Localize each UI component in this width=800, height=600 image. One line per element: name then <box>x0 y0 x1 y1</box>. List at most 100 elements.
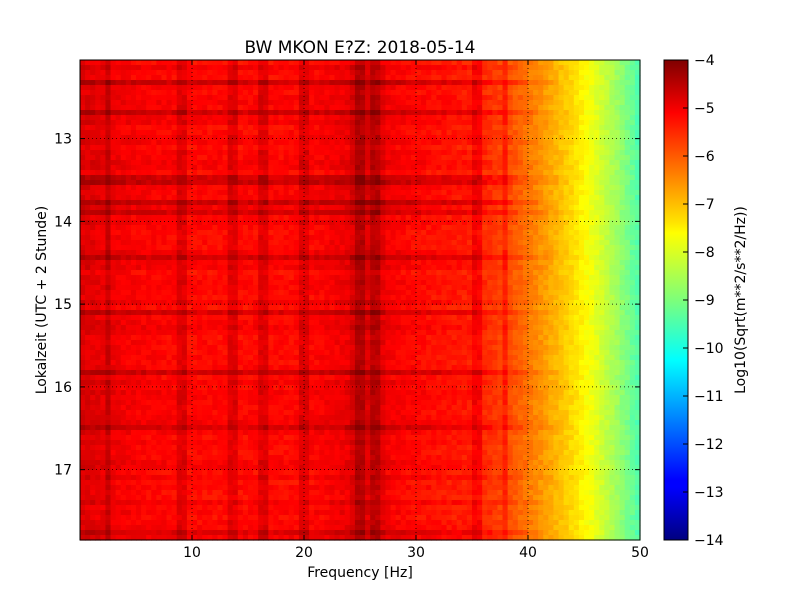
heatmap-cell <box>283 310 290 316</box>
heatmap-cell <box>156 275 163 281</box>
heatmap-cell <box>166 465 173 471</box>
heatmap-cell <box>197 80 203 86</box>
heatmap-cell <box>90 435 96 441</box>
heatmap-cell <box>115 390 122 396</box>
heatmap-cell <box>85 470 91 476</box>
heatmap-cell <box>120 480 127 486</box>
heatmap-cell <box>248 135 254 141</box>
heatmap-cell <box>227 300 234 306</box>
heatmap-cell <box>288 260 295 266</box>
heatmap-cell <box>192 210 198 216</box>
heatmap-cell <box>125 365 132 371</box>
heatmap-cell <box>100 115 107 121</box>
heatmap-cell <box>110 245 117 251</box>
heatmap-cell <box>222 320 229 326</box>
heatmap-cell <box>339 140 346 146</box>
heatmap-cell <box>207 525 213 531</box>
heatmap-cell <box>100 405 107 411</box>
heatmap-cell <box>309 160 315 166</box>
heatmap-cell <box>85 420 91 426</box>
heatmap-cell <box>141 495 147 501</box>
heatmap-cell <box>263 495 269 501</box>
heatmap-cell <box>207 390 213 396</box>
heatmap-cell <box>222 505 229 511</box>
heatmap-cell <box>141 175 147 181</box>
heatmap-cell <box>339 400 346 406</box>
heatmap-cell <box>146 75 152 81</box>
heatmap-cell <box>304 340 310 346</box>
heatmap-cell <box>248 220 254 226</box>
heatmap-cell <box>125 480 132 486</box>
heatmap-cell <box>197 65 203 71</box>
heatmap-cell <box>273 260 280 266</box>
heatmap-cell <box>227 340 234 346</box>
heatmap-cell <box>85 375 91 381</box>
heatmap-cell <box>90 290 96 296</box>
heatmap-cell <box>100 345 107 351</box>
heatmap-cell <box>263 410 269 416</box>
heatmap-cell <box>141 310 147 316</box>
heatmap-cell <box>314 220 320 226</box>
heatmap-cell <box>136 240 142 246</box>
heatmap-cell <box>110 135 117 141</box>
heatmap-cell <box>339 280 346 286</box>
heatmap-cell <box>80 355 86 361</box>
heatmap-cell <box>314 465 320 471</box>
heatmap-cell <box>268 385 275 391</box>
heatmap-cell <box>176 285 183 291</box>
heatmap-cell <box>80 195 86 201</box>
heatmap-cell <box>319 450 325 456</box>
heatmap-cell <box>136 330 142 336</box>
heatmap-cell <box>192 280 198 286</box>
heatmap-cell <box>314 450 320 456</box>
heatmap-cell <box>125 315 132 321</box>
heatmap-cell <box>136 115 142 121</box>
heatmap-cell <box>105 375 112 381</box>
heatmap-cell <box>334 205 341 211</box>
heatmap-cell <box>90 170 96 176</box>
heatmap-cell <box>309 465 315 471</box>
heatmap-cell <box>319 70 325 76</box>
heatmap-cell <box>293 535 300 541</box>
heatmap-cell <box>120 225 127 231</box>
heatmap-cell <box>156 435 163 441</box>
heatmap-cell <box>288 245 295 251</box>
heatmap-cell <box>130 315 137 321</box>
heatmap-cell <box>141 105 147 111</box>
heatmap-cell <box>125 335 132 341</box>
heatmap-cell <box>314 75 320 81</box>
heatmap-cell <box>293 195 300 201</box>
heatmap-cell <box>176 470 183 476</box>
heatmap-cell <box>319 195 325 201</box>
heatmap-cell <box>319 455 325 461</box>
heatmap-cell <box>85 430 91 436</box>
heatmap-cell <box>283 175 290 181</box>
heatmap-cell <box>130 520 137 526</box>
heatmap-cell <box>105 325 112 331</box>
heatmap-cell <box>248 295 254 301</box>
heatmap-cell <box>232 315 239 321</box>
heatmap-cell <box>278 205 285 211</box>
heatmap-cell <box>207 450 213 456</box>
heatmap-cell <box>242 440 249 446</box>
heatmap-cell <box>314 435 320 441</box>
heatmap-cell <box>186 245 193 251</box>
heatmap-cell <box>334 125 341 131</box>
heatmap-cell <box>339 385 346 391</box>
heatmap-cell <box>319 265 325 271</box>
heatmap-cell <box>85 335 91 341</box>
heatmap-cell <box>263 515 269 521</box>
heatmap-cell <box>329 85 336 91</box>
heatmap-cell <box>197 195 203 201</box>
heatmap-cell <box>217 310 224 316</box>
heatmap-cell <box>202 310 208 316</box>
heatmap-cell <box>156 140 163 146</box>
heatmap-cell <box>304 130 310 136</box>
heatmap-cell <box>181 290 188 296</box>
heatmap-cell <box>212 200 219 206</box>
heatmap-cell <box>319 230 325 236</box>
heatmap-cell <box>329 490 336 496</box>
heatmap-cell <box>197 335 203 341</box>
heatmap-cell <box>130 240 137 246</box>
heatmap-cell <box>207 375 213 381</box>
